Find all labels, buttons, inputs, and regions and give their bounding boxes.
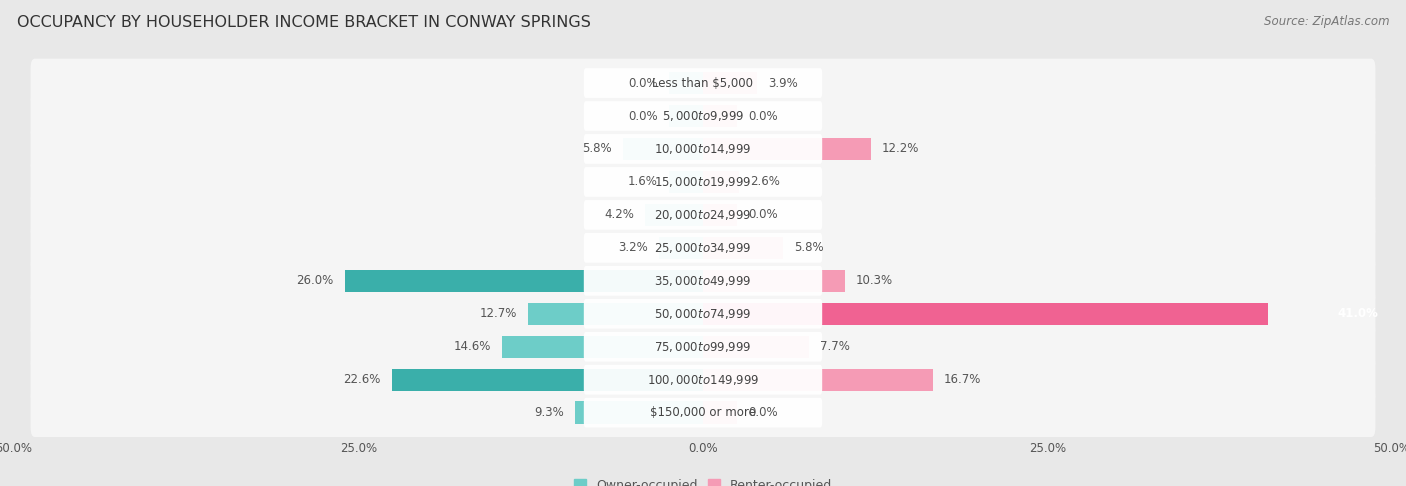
Text: 0.0%: 0.0%	[748, 109, 778, 122]
Text: 5.8%: 5.8%	[794, 242, 824, 254]
FancyBboxPatch shape	[583, 365, 823, 395]
Text: 0.0%: 0.0%	[748, 208, 778, 222]
Text: 22.6%: 22.6%	[343, 373, 381, 386]
Text: $15,000 to $19,999: $15,000 to $19,999	[654, 175, 752, 189]
Bar	[703, 303, 1268, 325]
FancyBboxPatch shape	[583, 101, 823, 131]
FancyBboxPatch shape	[583, 167, 823, 197]
Text: $50,000 to $74,999: $50,000 to $74,999	[654, 307, 752, 321]
Text: 16.7%: 16.7%	[945, 373, 981, 386]
Bar	[659, 237, 703, 259]
FancyBboxPatch shape	[31, 124, 1375, 174]
Text: 3.2%: 3.2%	[619, 242, 648, 254]
Bar	[669, 171, 703, 193]
FancyBboxPatch shape	[583, 266, 823, 295]
Text: $5,000 to $9,999: $5,000 to $9,999	[662, 109, 744, 123]
Bar	[392, 368, 703, 391]
Bar	[645, 204, 703, 226]
Text: Source: ZipAtlas.com: Source: ZipAtlas.com	[1264, 15, 1389, 28]
FancyBboxPatch shape	[31, 289, 1375, 338]
FancyBboxPatch shape	[583, 398, 823, 428]
Bar	[703, 237, 783, 259]
Text: Less than $5,000: Less than $5,000	[652, 76, 754, 89]
FancyBboxPatch shape	[31, 157, 1375, 207]
Text: $25,000 to $34,999: $25,000 to $34,999	[654, 241, 752, 255]
Text: $75,000 to $99,999: $75,000 to $99,999	[654, 340, 752, 354]
Legend: Owner-occupied, Renter-occupied: Owner-occupied, Renter-occupied	[574, 479, 832, 486]
Bar	[669, 105, 703, 127]
Text: $10,000 to $14,999: $10,000 to $14,999	[654, 142, 752, 156]
Text: $20,000 to $24,999: $20,000 to $24,999	[654, 208, 752, 222]
FancyBboxPatch shape	[31, 224, 1375, 272]
Bar	[669, 72, 703, 94]
Text: 7.7%: 7.7%	[820, 340, 851, 353]
Bar	[703, 368, 934, 391]
FancyBboxPatch shape	[31, 388, 1375, 437]
Text: 0.0%: 0.0%	[628, 109, 658, 122]
FancyBboxPatch shape	[31, 59, 1375, 107]
Bar	[575, 401, 703, 424]
FancyBboxPatch shape	[31, 257, 1375, 305]
Text: 2.6%: 2.6%	[749, 175, 780, 189]
FancyBboxPatch shape	[31, 191, 1375, 239]
FancyBboxPatch shape	[31, 92, 1375, 140]
Bar	[344, 270, 703, 292]
Bar	[703, 105, 738, 127]
FancyBboxPatch shape	[583, 299, 823, 329]
FancyBboxPatch shape	[583, 200, 823, 230]
Bar	[703, 171, 738, 193]
Bar	[703, 72, 756, 94]
Text: $35,000 to $49,999: $35,000 to $49,999	[654, 274, 752, 288]
Text: 26.0%: 26.0%	[297, 274, 333, 287]
Text: 0.0%: 0.0%	[748, 406, 778, 419]
Text: OCCUPANCY BY HOUSEHOLDER INCOME BRACKET IN CONWAY SPRINGS: OCCUPANCY BY HOUSEHOLDER INCOME BRACKET …	[17, 15, 591, 30]
FancyBboxPatch shape	[583, 68, 823, 98]
Text: 0.0%: 0.0%	[628, 76, 658, 89]
Bar	[703, 270, 845, 292]
Bar	[703, 204, 738, 226]
Text: 1.6%: 1.6%	[627, 175, 658, 189]
FancyBboxPatch shape	[583, 233, 823, 263]
Text: 4.2%: 4.2%	[605, 208, 634, 222]
Text: 9.3%: 9.3%	[534, 406, 564, 419]
Text: 12.2%: 12.2%	[882, 142, 920, 156]
FancyBboxPatch shape	[583, 332, 823, 362]
Text: 10.3%: 10.3%	[856, 274, 893, 287]
Text: $100,000 to $149,999: $100,000 to $149,999	[647, 373, 759, 387]
Bar	[703, 401, 738, 424]
Bar	[623, 138, 703, 160]
FancyBboxPatch shape	[31, 355, 1375, 404]
Bar	[502, 335, 703, 358]
FancyBboxPatch shape	[583, 134, 823, 164]
FancyBboxPatch shape	[31, 322, 1375, 371]
Bar	[703, 335, 808, 358]
Bar	[529, 303, 703, 325]
Text: 14.6%: 14.6%	[453, 340, 491, 353]
Text: 5.8%: 5.8%	[582, 142, 612, 156]
Text: 3.9%: 3.9%	[768, 76, 797, 89]
Text: $150,000 or more: $150,000 or more	[650, 406, 756, 419]
Text: 41.0%: 41.0%	[1337, 307, 1378, 320]
Bar	[703, 138, 872, 160]
Text: 12.7%: 12.7%	[479, 307, 517, 320]
